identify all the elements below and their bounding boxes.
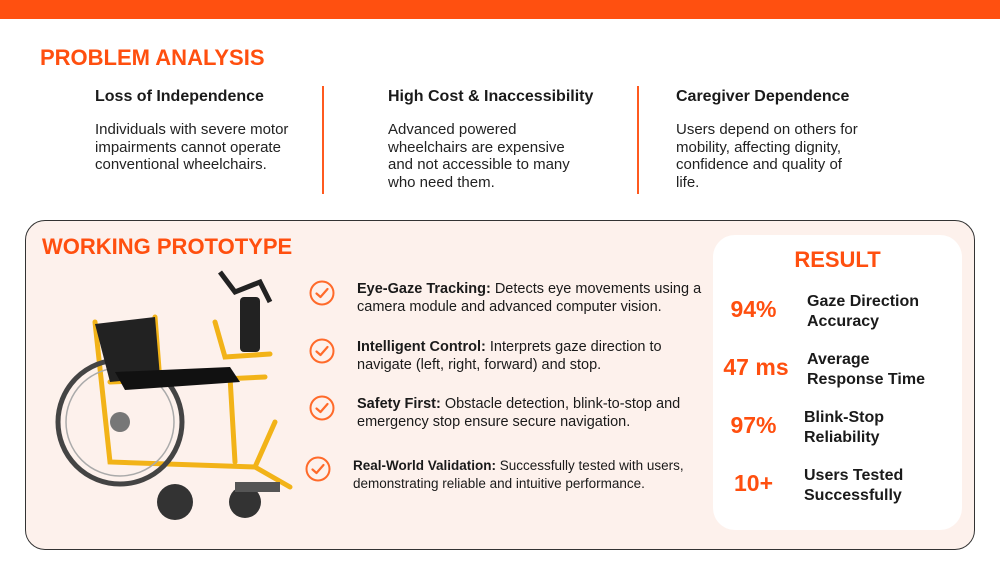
feature-lead: Safety First: [357,396,441,412]
result-title: RESULT [794,247,881,272]
feature-text: Detects eye movements using a camera mod… [357,281,702,315]
column-heading: Loss of Independence [95,88,264,105]
divider [637,86,639,194]
column-heading: Caregiver Dependence [676,88,850,105]
feature-lead: Eye-Gaze Tracking: [357,281,491,297]
feature-item: Real-World Validation: Successfully test… [353,457,698,492]
column-text: Users depend on others for mobility, aff… [676,121,858,191]
result-label: Users Tested Successfully [804,467,904,504]
result-value: 10+ [733,470,773,496]
divider [322,86,324,194]
feature-text: Interprets gaze direction to navigate (l… [357,339,662,373]
feature-lead: Real-World Validation: [353,458,497,473]
result-value: 94% [730,296,777,322]
check-icon [309,395,335,421]
wheelchair-image [55,270,293,520]
check-icon [309,338,335,364]
feature-text: Successfully tested with users, demonstr… [353,458,684,491]
feature-item: Safety First: Obstacle detection, blink-… [357,396,702,431]
result-value: 47 ms [723,354,789,380]
column-text: Individuals with severe motor impairment… [95,121,289,173]
feature-text: Obstacle detection, blink-to-stop and em… [357,396,681,430]
result-value: 97% [730,412,777,438]
feature-item: Eye-Gaze Tracking: Detects eye movements… [357,281,702,316]
result-panel [713,235,962,530]
check-icon [305,456,331,482]
column-text: Advanced powered wheelchairs are expensi… [388,121,570,191]
feature-item: Intelligent Control: Interprets gaze dir… [357,339,702,374]
section-title: PROBLEM ANALYSIS [40,45,265,70]
check-icon [309,280,335,306]
result-label: Gaze Direction Accuracy [807,293,920,330]
result-label: Blink-Stop Reliability [804,409,884,446]
section-title: WORKING PROTOTYPE [42,234,293,259]
column-heading: High Cost & Inaccessibility [388,88,594,105]
feature-lead: Intelligent Control: [357,339,486,355]
result-label: Average Response Time [807,351,925,388]
top-bar [0,0,1000,19]
